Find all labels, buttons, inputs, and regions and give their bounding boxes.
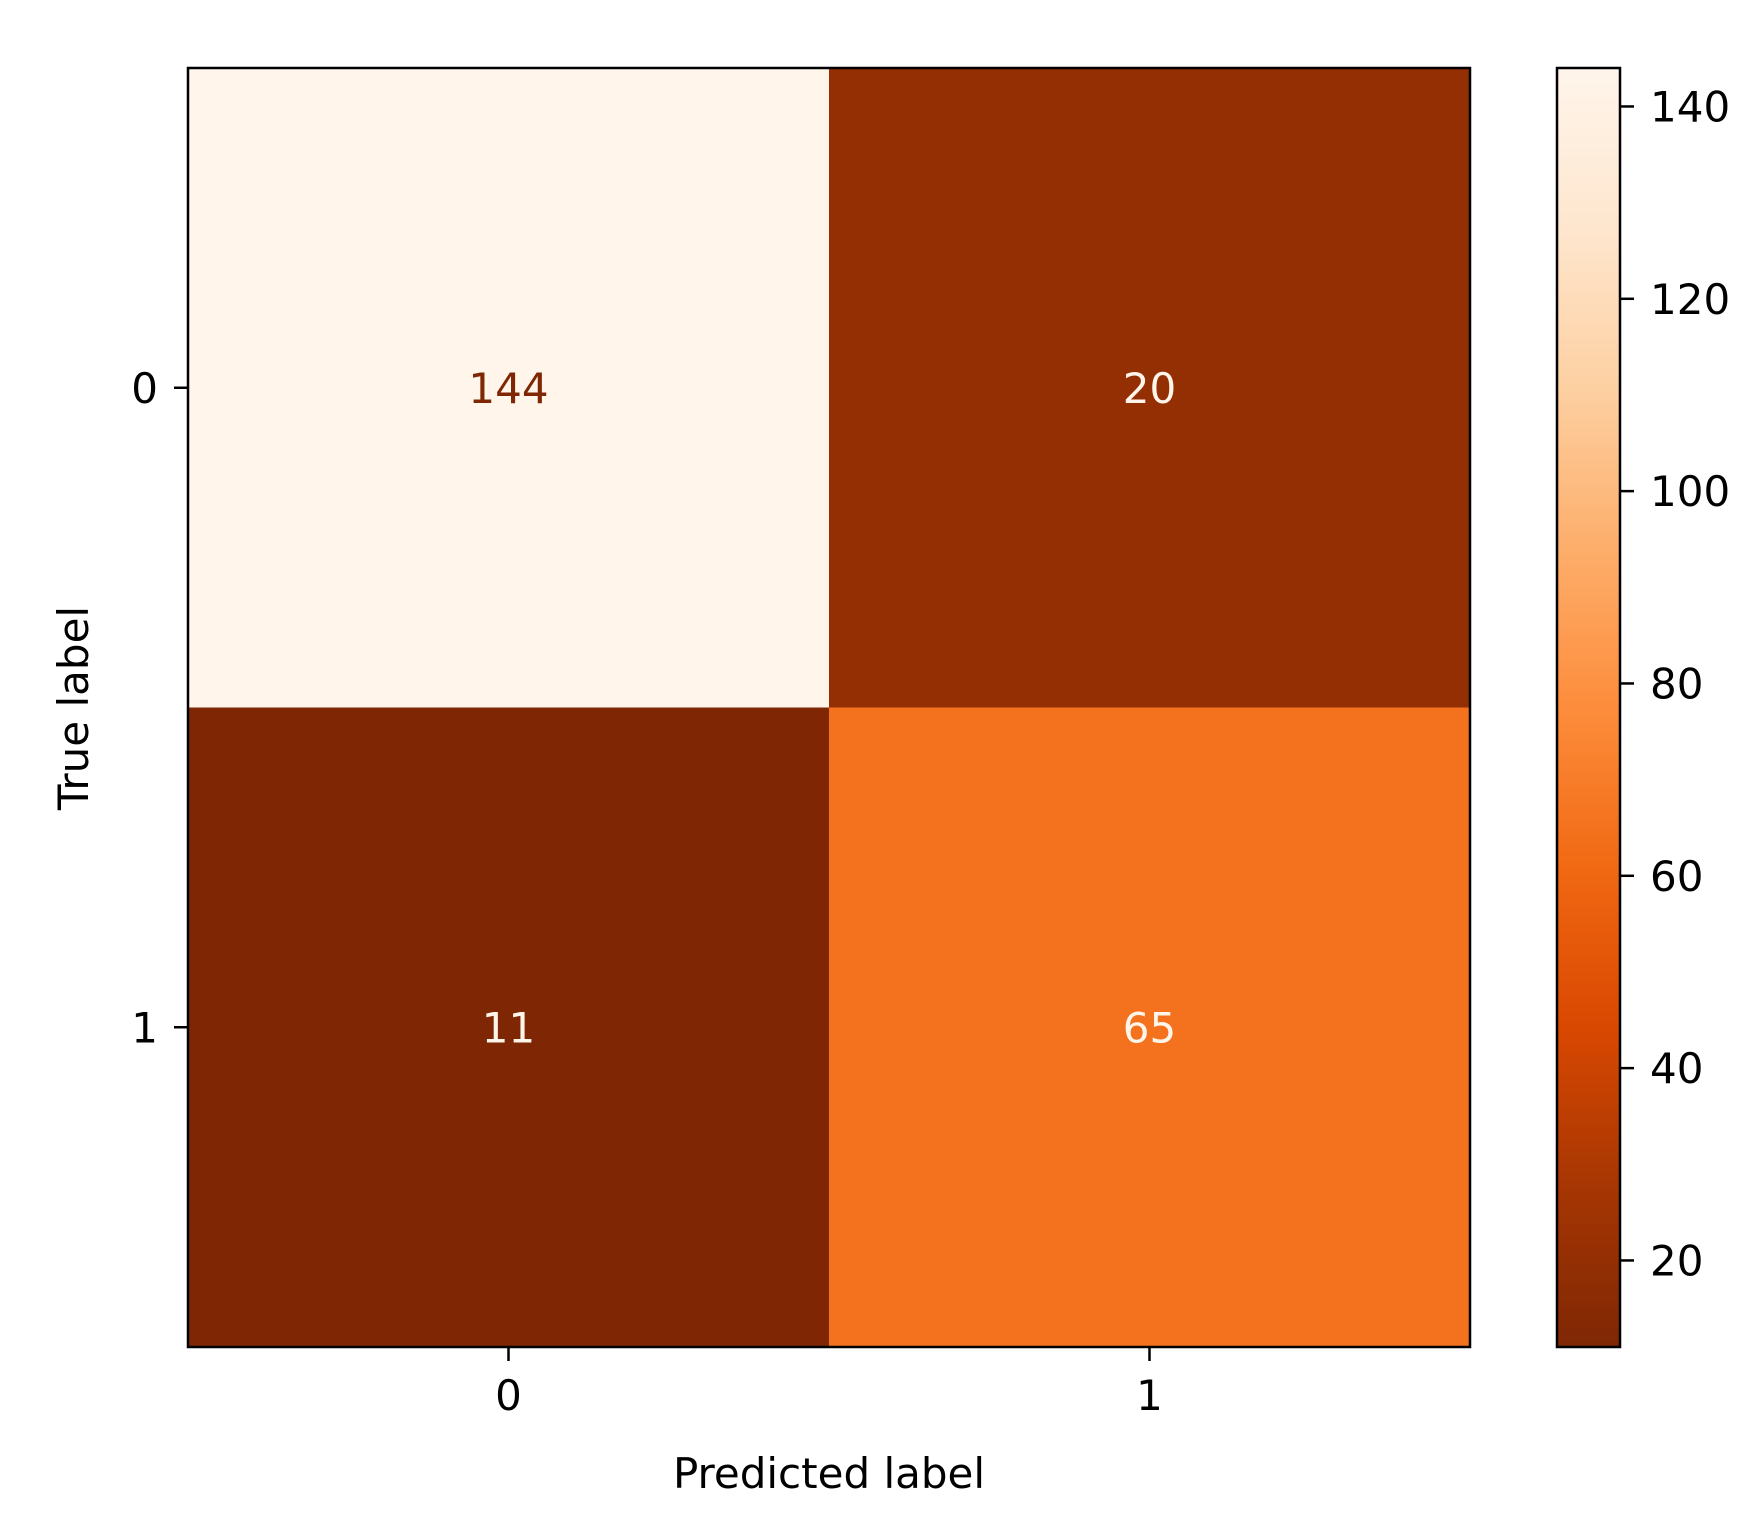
cell-value-r0-c1: 20 bbox=[1123, 364, 1176, 413]
matrix-cell-r0-c0 bbox=[188, 68, 830, 708]
colorbar-tick-label: 20 bbox=[1650, 1236, 1703, 1285]
colorbar-tick-label: 80 bbox=[1650, 659, 1703, 708]
y-tick-label: 1 bbox=[131, 1003, 158, 1052]
cell-value-r0-c0: 144 bbox=[468, 364, 548, 413]
colorbar-tick-label: 40 bbox=[1650, 1044, 1703, 1093]
matrix-cell-r1-c0 bbox=[188, 707, 830, 1348]
matrix-cell-r0-c1 bbox=[829, 68, 1471, 708]
plot-frame bbox=[186, 66, 1472, 1349]
colorbar-tick-label: 60 bbox=[1650, 852, 1703, 901]
colorbar-tick-label: 100 bbox=[1650, 467, 1730, 516]
cell-value-r1-c0: 11 bbox=[482, 1003, 535, 1052]
x-axis-label: Predicted label bbox=[673, 1449, 985, 1498]
y-axis-label: True label bbox=[49, 606, 98, 811]
cell-value-r1-c1: 65 bbox=[1123, 1003, 1176, 1052]
colorbar-tick-label: 120 bbox=[1650, 275, 1730, 324]
matrix-cells bbox=[188, 68, 1471, 1348]
colorbar bbox=[1555, 66, 1622, 1349]
x-tick-label: 1 bbox=[1136, 1371, 1163, 1420]
colorbar-ticks: 20 40 60 80 100 120 140 bbox=[1620, 82, 1730, 1285]
colorbar-tick-label: 140 bbox=[1650, 82, 1730, 131]
y-tick-label: 0 bbox=[131, 364, 158, 413]
y-axis: 01 bbox=[131, 364, 188, 1052]
x-tick-label: 0 bbox=[495, 1371, 522, 1420]
matrix-cell-labels: 144 20 11 65 bbox=[468, 364, 1176, 1053]
matrix-cell-r1-c1 bbox=[829, 707, 1471, 1348]
